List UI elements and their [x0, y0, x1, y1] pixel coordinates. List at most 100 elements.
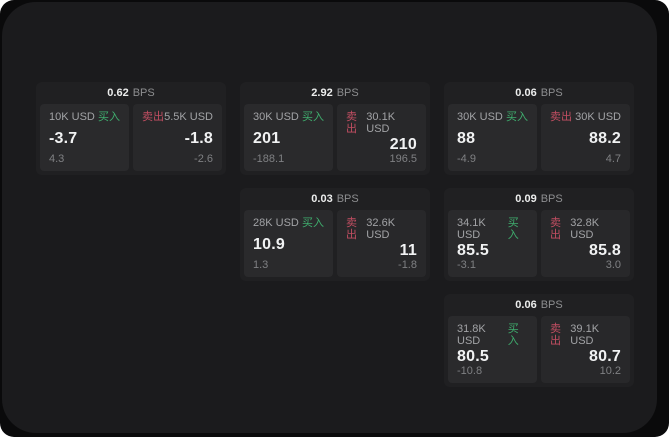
buy-delta: -4.9	[457, 153, 476, 165]
card-body: 30K USD 买入 88 -4.9 卖出 30K USD 88.2 4.7	[448, 104, 630, 171]
buy-label: 买入	[507, 323, 519, 347]
buy-tile-header: 30K USD 买入	[457, 111, 528, 123]
buy-delta: -188.1	[253, 153, 285, 165]
sell-price: 80.7	[589, 347, 621, 365]
sell-tile[interactable]: 卖出 5.5K USD -1.8 -2.6	[133, 104, 222, 171]
buy-amount: 31.8K USD	[457, 323, 486, 347]
buy-delta: -10.8	[457, 365, 483, 377]
buy-amount: 10K USD	[49, 111, 95, 123]
quotes-grid: 0.62 BPS 10K USD 买入 -3.7 4.3 卖出 5.5K USD…	[36, 82, 634, 387]
sell-tile[interactable]: 卖出 30K USD 88.2 4.7	[541, 104, 630, 171]
buy-tile[interactable]: 28K USD 买入 10.9 1.3	[244, 210, 333, 277]
bps-value: 0.06	[515, 299, 537, 311]
sell-tile[interactable]: 卖出 30.1K USD 210 196.5	[337, 104, 426, 171]
buy-label: 买入	[302, 217, 324, 229]
sell-amount: 32.6K USD	[366, 217, 396, 241]
sell-tile[interactable]: 卖出 39.1K USD 80.7 10.2	[541, 316, 630, 383]
buy-amount: 34.1K USD	[457, 217, 486, 241]
buy-tile[interactable]: 30K USD 买入 201 -188.1	[244, 104, 333, 171]
sell-delta: -1.8	[398, 259, 417, 271]
bps-value: 0.06	[515, 87, 537, 99]
bps-value: 0.09	[515, 193, 537, 205]
buy-amount: 30K USD	[457, 111, 503, 123]
quote-card: 0.09 BPS 34.1K USD 买入 85.5 -3.1 卖出 32.8K…	[444, 188, 634, 281]
quote-card: 0.06 BPS 31.8K USD 买入 80.5 -10.8 卖出 39.1…	[444, 294, 634, 387]
bps-unit-label: BPS	[540, 299, 563, 311]
buy-tile[interactable]: 10K USD 买入 -3.7 4.3	[40, 104, 129, 171]
card-body: 10K USD 买入 -3.7 4.3 卖出 5.5K USD -1.8 -2.…	[40, 104, 222, 171]
buy-delta: 1.3	[253, 259, 269, 271]
sell-price: 11	[399, 241, 417, 259]
buy-label: 买入	[507, 217, 519, 241]
sell-delta: 4.7	[605, 153, 621, 165]
bps-value: 0.03	[311, 193, 333, 205]
sell-delta: 10.2	[599, 365, 621, 377]
buy-price: 85.5	[457, 241, 489, 259]
buy-tile-header: 30K USD 买入	[253, 111, 324, 123]
buy-label: 买入	[302, 111, 324, 123]
sell-delta: -2.6	[194, 153, 213, 165]
sell-amount: 32.8K USD	[570, 217, 600, 241]
sell-tile-header: 卖出 32.6K USD	[346, 217, 417, 241]
sell-label: 卖出	[142, 111, 164, 123]
card-header: 0.62 BPS	[40, 82, 222, 104]
sell-label: 卖出	[346, 217, 357, 241]
buy-tile-header: 10K USD 买入	[49, 111, 120, 123]
buy-price: -3.7	[49, 129, 78, 147]
sell-tile-header: 卖出 30.1K USD	[346, 111, 417, 135]
buy-tile-header: 31.8K USD 买入	[457, 323, 528, 347]
buy-tile[interactable]: 31.8K USD 买入 80.5 -10.8	[448, 316, 537, 383]
sell-amount: 30K USD	[575, 111, 621, 123]
card-header: 0.09 BPS	[448, 188, 630, 210]
bps-unit-label: BPS	[336, 193, 359, 205]
buy-amount: 30K USD	[253, 111, 299, 123]
buy-price: 88	[457, 129, 476, 147]
sell-price: 210	[389, 135, 417, 153]
quote-card: 2.92 BPS 30K USD 买入 201 -188.1 卖出 30.1K …	[240, 82, 430, 175]
buy-delta: -3.1	[457, 259, 476, 271]
buy-tile-header: 34.1K USD 买入	[457, 217, 528, 241]
card-body: 34.1K USD 买入 85.5 -3.1 卖出 32.8K USD 85.8…	[448, 210, 630, 277]
sell-tile-header: 卖出 32.8K USD	[550, 217, 621, 241]
quote-card: 0.62 BPS 10K USD 买入 -3.7 4.3 卖出 5.5K USD…	[36, 82, 226, 175]
buy-tile[interactable]: 34.1K USD 买入 85.5 -3.1	[448, 210, 537, 277]
card-header: 0.06 BPS	[448, 82, 630, 104]
card-body: 31.8K USD 买入 80.5 -10.8 卖出 39.1K USD 80.…	[448, 316, 630, 383]
sell-tile-header: 卖出 5.5K USD	[142, 111, 213, 123]
buy-price: 80.5	[457, 347, 489, 365]
buy-tile[interactable]: 30K USD 买入 88 -4.9	[448, 104, 537, 171]
sell-tile-header: 卖出 30K USD	[550, 111, 621, 123]
sell-label: 卖出	[550, 111, 572, 123]
quote-card: 0.03 BPS 28K USD 买入 10.9 1.3 卖出 32.6K US…	[240, 188, 430, 281]
card-header: 2.92 BPS	[244, 82, 426, 104]
sell-tile-header: 卖出 39.1K USD	[550, 323, 621, 347]
buy-amount: 28K USD	[253, 217, 299, 229]
sell-amount: 39.1K USD	[570, 323, 600, 347]
bps-value: 0.62	[107, 87, 129, 99]
sell-tile[interactable]: 卖出 32.6K USD 11 -1.8	[337, 210, 426, 277]
sell-label: 卖出	[346, 111, 357, 135]
sell-delta: 3.0	[605, 259, 621, 271]
sell-amount: 30.1K USD	[366, 111, 396, 135]
buy-delta: 4.3	[49, 153, 65, 165]
card-body: 30K USD 买入 201 -188.1 卖出 30.1K USD 210 1…	[244, 104, 426, 171]
buy-tile-header: 28K USD 买入	[253, 217, 324, 229]
sell-price: 88.2	[589, 129, 621, 147]
card-header: 0.03 BPS	[244, 188, 426, 210]
bps-unit-label: BPS	[132, 87, 155, 99]
card-header: 0.06 BPS	[448, 294, 630, 316]
sell-label: 卖出	[550, 217, 561, 241]
buy-label: 买入	[506, 111, 528, 123]
sell-price: 85.8	[589, 241, 621, 259]
bps-value: 2.92	[311, 87, 333, 99]
bps-unit-label: BPS	[540, 193, 563, 205]
buy-price: 201	[253, 129, 281, 147]
sell-tile[interactable]: 卖出 32.8K USD 85.8 3.0	[541, 210, 630, 277]
sell-delta: 196.5	[389, 153, 417, 165]
buy-price: 10.9	[253, 235, 285, 253]
sell-price: -1.8	[184, 129, 213, 147]
buy-label: 买入	[98, 111, 120, 123]
sell-label: 卖出	[550, 323, 561, 347]
bps-unit-label: BPS	[540, 87, 563, 99]
